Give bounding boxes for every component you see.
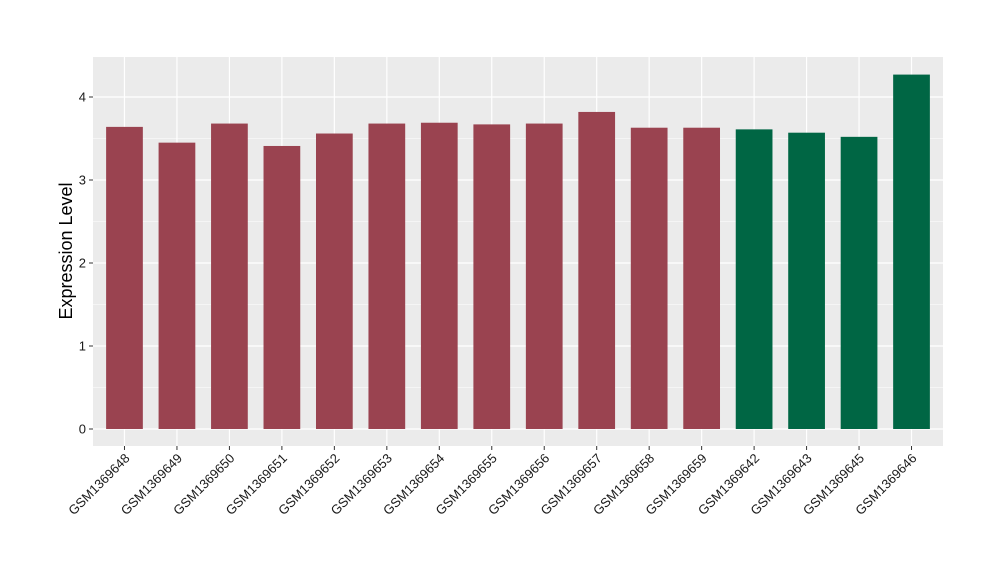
- bar-GSM1369658: [630, 127, 668, 430]
- bar-GSM1369650: [211, 123, 248, 429]
- bar-GSM1369654: [420, 122, 458, 429]
- y-tick-label: 0: [79, 422, 86, 437]
- bar-GSM1369651: [263, 145, 301, 429]
- bar-GSM1369656: [525, 123, 563, 429]
- y-tick-label: 3: [79, 173, 86, 188]
- y-axis-ticks: 0 1 2 3 4: [79, 90, 93, 437]
- y-tick-label: 1: [79, 339, 86, 354]
- bar-GSM1369659: [683, 127, 721, 430]
- bar-GSM1369657: [578, 111, 616, 429]
- bar-GSM1369642: [735, 129, 773, 429]
- y-tick-label: 2: [79, 256, 86, 271]
- y-tick-label: 4: [79, 90, 86, 105]
- bar-GSM1369645: [840, 136, 878, 429]
- bar-GSM1369653: [368, 123, 406, 429]
- x-axis-ticks: GSM1369648GSM1369649GSM1369650GSM1369651…: [65, 446, 920, 518]
- bar-GSM1369648: [106, 126, 143, 429]
- bars: [106, 74, 930, 430]
- bar-GSM1369646: [893, 74, 930, 429]
- bar-GSM1369652: [315, 133, 353, 429]
- bar-GSM1369655: [473, 124, 511, 429]
- bar-GSM1369649: [158, 142, 196, 429]
- bar-GSM1369643: [788, 132, 825, 429]
- y-axis-title: Expression Level: [56, 182, 76, 319]
